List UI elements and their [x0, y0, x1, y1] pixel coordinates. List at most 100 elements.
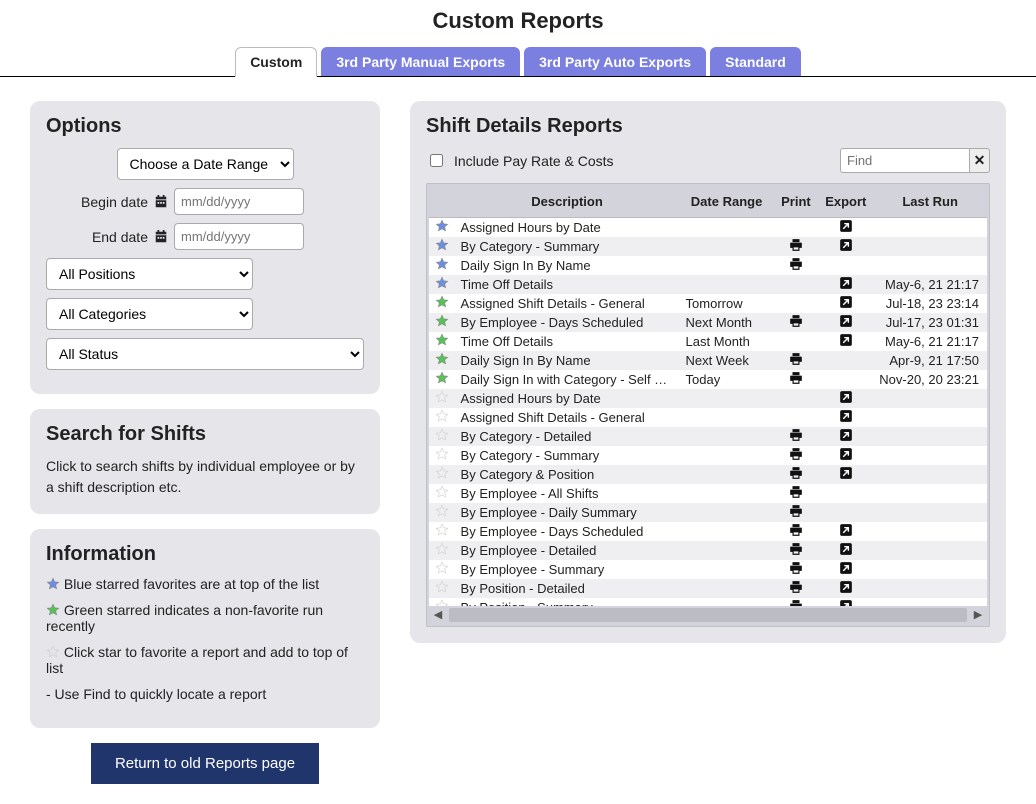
star-icon[interactable] [429, 332, 455, 351]
star-icon[interactable] [429, 294, 455, 313]
find-clear-button[interactable]: ✕ [970, 148, 990, 173]
print-icon[interactable] [774, 598, 819, 606]
table-row[interactable]: By Position - Summary [429, 598, 987, 606]
print-icon[interactable] [774, 579, 819, 598]
export-icon[interactable] [818, 541, 873, 560]
table-row[interactable]: By Employee - Daily Summary [429, 503, 987, 522]
table-row[interactable]: Assigned Hours by Date [429, 389, 987, 408]
star-icon[interactable] [429, 427, 455, 446]
star-icon[interactable] [429, 522, 455, 541]
report-description[interactable]: By Category - Detailed [455, 427, 680, 446]
export-icon[interactable] [818, 446, 873, 465]
print-icon[interactable] [774, 446, 819, 465]
table-row[interactable]: Assigned Shift Details - GeneralTomorrow… [429, 294, 987, 313]
tab-custom[interactable]: Custom [235, 47, 317, 77]
star-icon[interactable] [429, 465, 455, 484]
report-description[interactable]: By Employee - Summary [455, 560, 680, 579]
star-icon[interactable] [429, 560, 455, 579]
table-row[interactable]: By Category - Detailed [429, 427, 987, 446]
table-row[interactable]: By Employee - Detailed [429, 541, 987, 560]
star-icon[interactable] [429, 484, 455, 503]
report-description[interactable]: By Employee - Detailed [455, 541, 680, 560]
star-icon[interactable] [429, 218, 455, 238]
star-icon[interactable] [429, 237, 455, 256]
scroll-left-icon[interactable]: ◀ [431, 608, 445, 622]
report-description[interactable]: By Position - Detailed [455, 579, 680, 598]
star-icon[interactable] [429, 446, 455, 465]
star-icon[interactable] [429, 389, 455, 408]
tab-3rd-party-manual-exports[interactable]: 3rd Party Manual Exports [321, 47, 520, 76]
export-icon[interactable] [818, 389, 873, 408]
table-row[interactable]: Daily Sign In with Category - Self Ce...… [429, 370, 987, 389]
export-icon[interactable] [818, 598, 873, 606]
table-row[interactable]: By Employee - All Shifts [429, 484, 987, 503]
export-icon[interactable] [818, 427, 873, 446]
print-icon[interactable] [774, 465, 819, 484]
report-description[interactable]: Assigned Hours by Date [455, 389, 680, 408]
report-description[interactable]: By Category & Position [455, 465, 680, 484]
table-row[interactable]: Time Off DetailsMay-6, 21 21:17 [429, 275, 987, 294]
report-description[interactable]: Daily Sign In with Category - Self Ce... [455, 370, 680, 389]
table-row[interactable]: By Category & Position [429, 465, 987, 484]
status-select[interactable]: All Status [46, 338, 364, 370]
star-icon[interactable] [429, 370, 455, 389]
star-icon[interactable] [429, 256, 455, 275]
export-icon[interactable] [818, 237, 873, 256]
print-icon[interactable] [774, 237, 819, 256]
table-row[interactable]: By Employee - Summary [429, 560, 987, 579]
print-icon[interactable] [774, 256, 819, 275]
print-icon[interactable] [774, 503, 819, 522]
report-description[interactable]: By Employee - Daily Summary [455, 503, 680, 522]
export-icon[interactable] [818, 218, 873, 238]
return-button[interactable]: Return to old Reports page [91, 743, 319, 784]
table-row[interactable]: Assigned Shift Details - General [429, 408, 987, 427]
end-date-input[interactable] [174, 223, 304, 250]
find-input[interactable] [840, 148, 970, 173]
export-icon[interactable] [818, 313, 873, 332]
include-costs-label[interactable]: Include Pay Rate & Costs [426, 151, 614, 170]
report-description[interactable]: By Category - Summary [455, 237, 680, 256]
print-icon[interactable] [774, 351, 819, 370]
star-icon[interactable] [429, 275, 455, 294]
print-icon[interactable] [774, 522, 819, 541]
begin-date-input[interactable] [174, 188, 304, 215]
report-description[interactable]: Assigned Shift Details - General [455, 294, 680, 313]
table-row[interactable]: By Employee - Days Scheduled [429, 522, 987, 541]
export-icon[interactable] [818, 332, 873, 351]
report-description[interactable]: Assigned Shift Details - General [455, 408, 680, 427]
report-description[interactable]: By Category - Summary [455, 446, 680, 465]
export-icon[interactable] [818, 465, 873, 484]
star-icon[interactable] [429, 598, 455, 606]
table-row[interactable]: Daily Sign In By Name [429, 256, 987, 275]
report-description[interactable]: Assigned Hours by Date [455, 218, 680, 238]
star-icon[interactable] [429, 579, 455, 598]
tab-3rd-party-auto-exports[interactable]: 3rd Party Auto Exports [524, 47, 706, 76]
star-icon[interactable] [429, 313, 455, 332]
star-icon[interactable] [429, 541, 455, 560]
export-icon[interactable] [818, 560, 873, 579]
positions-select[interactable]: All Positions [46, 258, 253, 290]
report-description[interactable]: Daily Sign In By Name [455, 351, 680, 370]
star-icon[interactable] [429, 351, 455, 370]
report-description[interactable]: Time Off Details [455, 332, 680, 351]
table-row[interactable]: By Employee - Days ScheduledNext MonthJu… [429, 313, 987, 332]
table-row[interactable]: Assigned Hours by Date [429, 218, 987, 238]
table-row[interactable]: By Position - Detailed [429, 579, 987, 598]
report-description[interactable]: By Employee - All Shifts [455, 484, 680, 503]
report-description[interactable]: Daily Sign In By Name [455, 256, 680, 275]
export-icon[interactable] [818, 522, 873, 541]
table-row[interactable]: By Category - Summary [429, 237, 987, 256]
report-description[interactable]: By Position - Summary [455, 598, 680, 606]
star-icon[interactable] [429, 503, 455, 522]
star-icon[interactable] [429, 408, 455, 427]
print-icon[interactable] [774, 313, 819, 332]
scroll-right-icon[interactable]: ▶ [971, 608, 985, 622]
export-icon[interactable] [818, 408, 873, 427]
categories-select[interactable]: All Categories [46, 298, 253, 330]
print-icon[interactable] [774, 370, 819, 389]
export-icon[interactable] [818, 275, 873, 294]
table-row[interactable]: By Category - Summary [429, 446, 987, 465]
export-icon[interactable] [818, 294, 873, 313]
report-description[interactable]: Time Off Details [455, 275, 680, 294]
export-icon[interactable] [818, 579, 873, 598]
